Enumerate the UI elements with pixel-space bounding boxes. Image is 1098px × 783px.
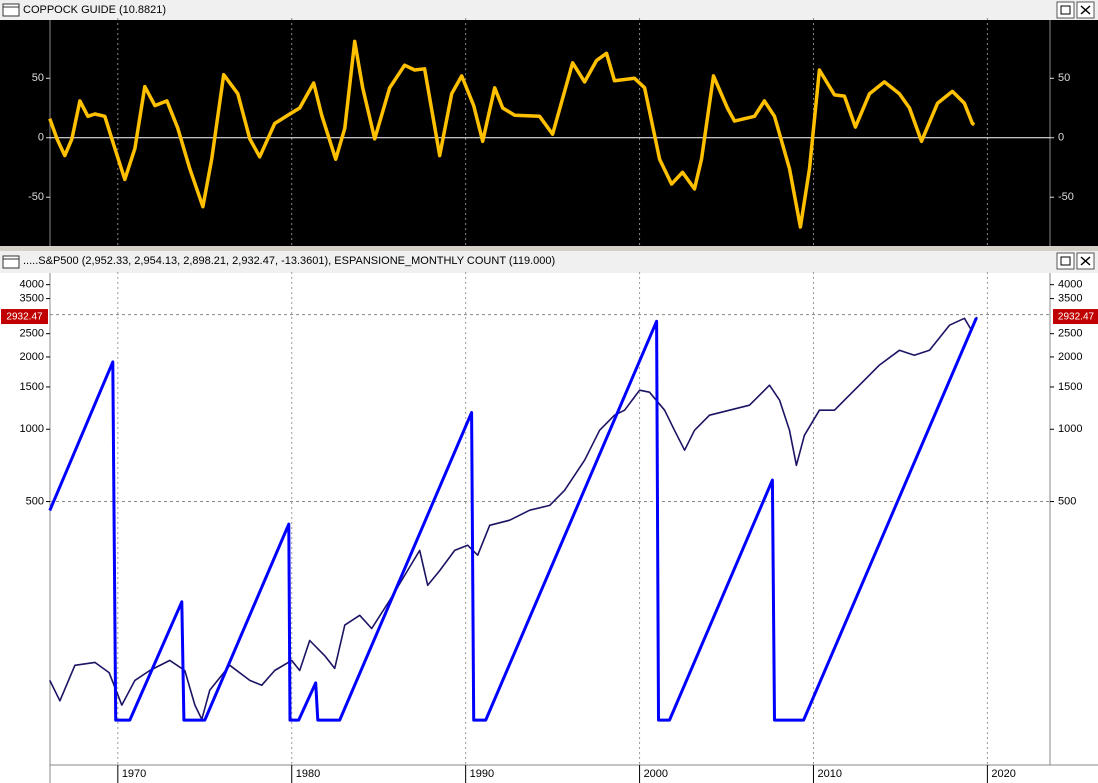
y-tick-label: 1500 bbox=[20, 381, 44, 393]
y-tick-label: 0 bbox=[1058, 132, 1064, 144]
close-icon bbox=[1080, 5, 1091, 15]
y-tick-label: 0 bbox=[38, 132, 44, 144]
maximize-icon bbox=[1060, 256, 1071, 266]
y-tick-label: 4000 bbox=[1058, 279, 1082, 291]
last-value-box bbox=[1053, 309, 1098, 325]
x-tick-label: 2000 bbox=[644, 768, 668, 780]
x-tick-label: 1970 bbox=[122, 768, 146, 780]
y-tick-label: 50 bbox=[1058, 72, 1070, 84]
y-tick-label: 50 bbox=[32, 72, 44, 84]
title-bar bbox=[0, 251, 1098, 273]
series-line bbox=[48, 39, 976, 229]
series-line bbox=[48, 317, 978, 722]
y-tick-label: 1000 bbox=[1058, 423, 1082, 435]
y-tick-label: 2500 bbox=[20, 328, 44, 340]
x-tick-label: 2020 bbox=[991, 768, 1015, 780]
y-tick-label: 2500 bbox=[1058, 328, 1082, 340]
plot-background bbox=[0, 273, 1098, 783]
y-tick-label: -50 bbox=[1058, 191, 1074, 203]
y-tick-label: 4000 bbox=[20, 279, 44, 291]
y-tick-label: 2000 bbox=[1058, 351, 1082, 363]
close-icon bbox=[1080, 256, 1091, 266]
title-bar bbox=[0, 0, 1098, 20]
x-tick-label: 2010 bbox=[817, 768, 841, 780]
window-icon bbox=[2, 255, 20, 269]
last-value-label: 2932.47 bbox=[6, 312, 43, 323]
y-tick-label: 2000 bbox=[20, 351, 44, 363]
y-tick-label: 3500 bbox=[1058, 292, 1082, 304]
maximize-button[interactable] bbox=[1056, 1, 1075, 19]
y-tick-label: 500 bbox=[1058, 495, 1076, 507]
last-value-label: 2932.47 bbox=[1058, 312, 1095, 323]
x-tick-label: 1980 bbox=[296, 768, 320, 780]
y-tick-label: 3500 bbox=[20, 292, 44, 304]
plot-background bbox=[0, 20, 1098, 246]
y-tick-label: 1000 bbox=[20, 423, 44, 435]
window-icon bbox=[2, 3, 20, 17]
panel-title: COPPOCK GUIDE (10.8821) bbox=[23, 4, 166, 16]
maximize-icon bbox=[1060, 5, 1071, 15]
separator bbox=[0, 246, 1098, 251]
series-line bbox=[49, 316, 978, 721]
maximize-button[interactable] bbox=[1056, 252, 1075, 270]
last-value-box bbox=[1, 309, 48, 325]
y-tick-label: 1500 bbox=[1058, 381, 1082, 393]
y-tick-label: 500 bbox=[26, 495, 44, 507]
x-tick-label: 1990 bbox=[470, 768, 494, 780]
y-tick-label: -50 bbox=[28, 191, 44, 203]
panel-title: .....S&P500 (2,952.33, 2,954.13, 2,898.2… bbox=[23, 255, 555, 267]
